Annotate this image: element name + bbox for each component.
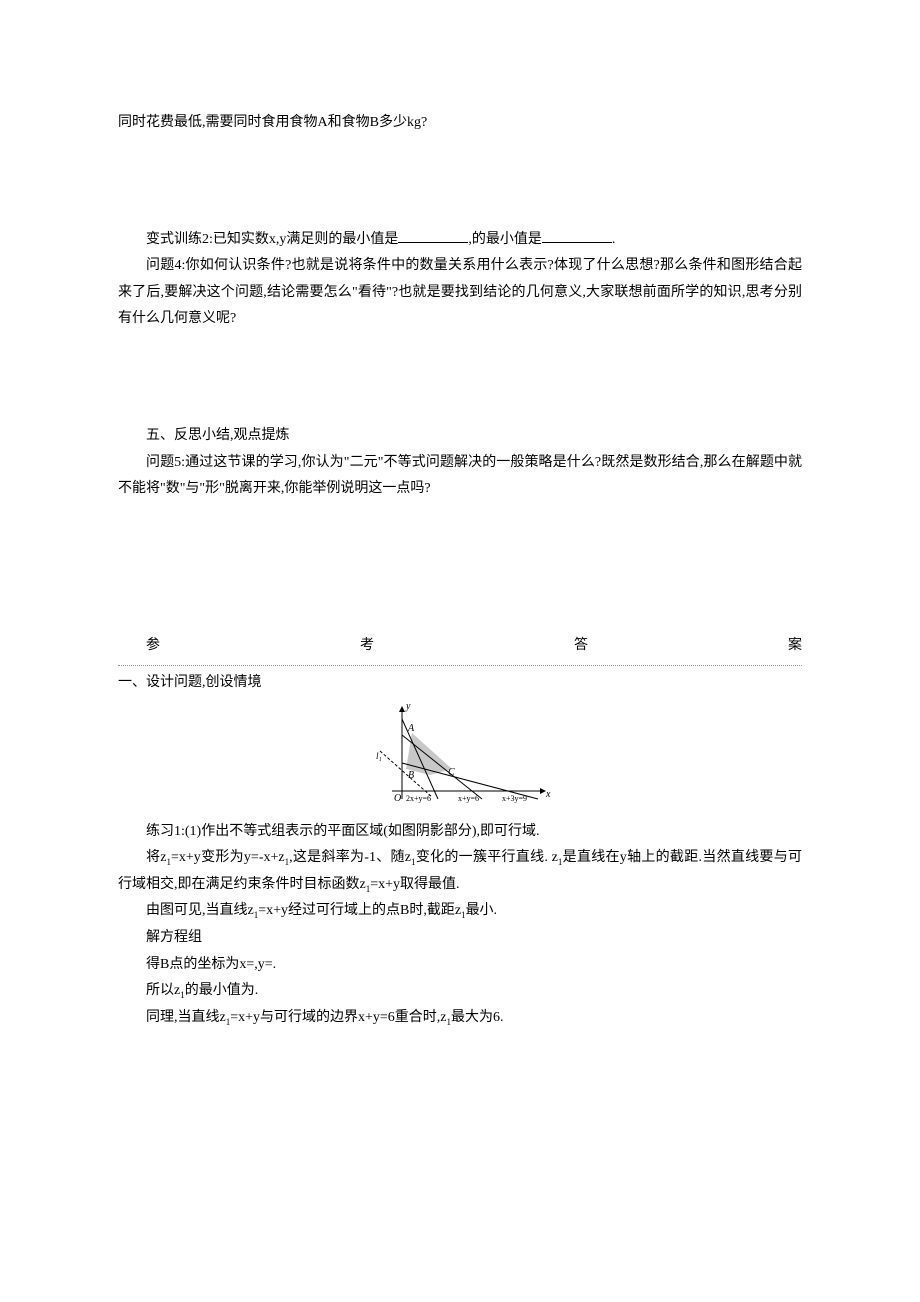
p7-a: 同理,当直线z <box>146 1010 226 1025</box>
question-4: 问题4:你如何认识条件?也就是说将条件中的数量关系用什么表示?体现了什么思想?那… <box>118 253 802 333</box>
spacer <box>118 137 802 227</box>
answer-p7: 同理,当直线z1=x+y与可行域的边界x+y=6重合时,z1最大为6. <box>118 1005 802 1032</box>
variation-text-3: . <box>612 232 616 247</box>
section-5-title: 五、反思小结,观点提炼 <box>118 423 802 450</box>
answer-p6: 所以z1的最小值为. <box>118 978 802 1005</box>
x-axis-label: x <box>545 789 551 800</box>
p2-d: 变化的一簇平行直线. z <box>416 850 558 865</box>
answer-section-title: 一、设计问题,创设情境 <box>118 670 802 697</box>
variation-text-2: ,的最小值是 <box>468 232 542 247</box>
point-A: A <box>407 723 415 734</box>
answer-header: 参 考 答 案 <box>118 633 802 667</box>
p6-b: 的最小值为. <box>185 983 259 998</box>
p3-a: 由图可见,当直线z <box>146 903 254 918</box>
p3-c: 最小. <box>466 903 498 918</box>
p6-a: 所以z <box>146 983 180 998</box>
p7-c: 最大为6. <box>451 1010 504 1025</box>
answer-p2: 将z1=x+y变形为y=-x+z1,这是斜率为-1、随z1变化的一簇平行直线. … <box>118 845 802 898</box>
origin-label: O <box>394 793 401 804</box>
answer-p1: 练习1:(1)作出不等式组表示的平面区域(如图阴影部分),即可行域. <box>118 819 802 846</box>
p2-f: =x+y取得最值. <box>370 877 459 892</box>
p2-a: 将z <box>146 850 167 865</box>
answer-char-1: 参 <box>146 633 160 660</box>
p7-b: =x+y与可行域的边界x+y=6重合时,z <box>230 1010 446 1025</box>
line-eq-3: x+3y=9 <box>502 794 527 803</box>
blank-field-2 <box>542 229 612 243</box>
blank-field-1 <box>398 229 468 243</box>
point-B: B <box>408 770 414 781</box>
spacer <box>118 503 802 613</box>
answer-char-2: 考 <box>360 633 374 660</box>
answer-p5: 得B点的坐标为x=,y=. <box>118 952 802 979</box>
l1-label: l₁ <box>376 751 382 761</box>
feasible-region-diagram: O x y l₁ A B C 2x+y=6 x+y=6 x+3y=9 <box>360 701 560 806</box>
answer-title-chars: 参 考 答 案 <box>118 633 802 666</box>
answer-char-3: 答 <box>574 633 588 660</box>
answer-p3: 由图可见,当直线z1=x+y经过可行域上的点B时,截距z1最小. <box>118 898 802 925</box>
variation-exercise: 变式训练2:已知实数x,y满足则的最小值是 ,的最小值是. <box>118 227 802 254</box>
diagram-container: O x y l₁ A B C 2x+y=6 x+y=6 x+3y=9 <box>118 701 802 817</box>
question-5: 问题5:通过这节课的学习,你认为"二元"不等式问题解决的一般策略是什么?既然是数… <box>118 450 802 503</box>
p3-b: =x+y经过可行域上的点B时,截距z <box>258 903 461 918</box>
p2-c: ,这是斜率为-1、随z <box>289 850 411 865</box>
line-eq-1: 2x+y=6 <box>406 794 431 803</box>
line-eq-2: x+y=6 <box>458 794 479 803</box>
answer-p4: 解方程组 <box>118 925 802 952</box>
top-line: 同时花费最低,需要同时食用食物A和食物B多少kg? <box>118 110 802 137</box>
document-page: 同时花费最低,需要同时食用食物A和食物B多少kg? 变式训练2:已知实数x,y满… <box>0 0 920 1111</box>
point-C: C <box>448 767 455 778</box>
variation-text-1: 变式训练2:已知实数x,y满足则的最小值是 <box>146 232 398 247</box>
answer-title-row: 参 考 答 案 <box>118 633 802 667</box>
y-axis-label: y <box>405 701 411 712</box>
answer-char-4: 案 <box>788 633 802 660</box>
p2-b: =x+y变形为y=-x+z <box>171 850 285 865</box>
spacer <box>118 333 802 423</box>
